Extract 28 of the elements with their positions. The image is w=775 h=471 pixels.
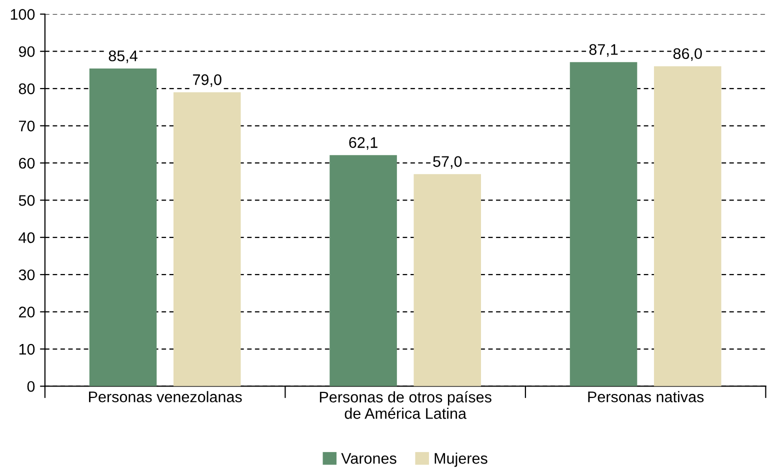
- y-tick-label: 100: [10, 9, 35, 20]
- bar: [570, 62, 638, 386]
- data-label: 57,0: [433, 156, 462, 169]
- y-tick-label: 80: [18, 83, 35, 94]
- bar: [414, 174, 482, 386]
- data-label: 79,0: [193, 74, 222, 87]
- bar: [173, 92, 241, 386]
- y-tick-label: 70: [19, 120, 35, 132]
- data-label: 87,1: [589, 44, 618, 57]
- legend-label: Varones: [341, 453, 396, 464]
- y-tick-label: 90: [18, 46, 35, 58]
- y-tick-label: 50: [18, 195, 35, 206]
- bar: [89, 68, 157, 386]
- y-tick-label: 20: [19, 306, 35, 318]
- y-tick-label: 40: [18, 232, 35, 244]
- y-tick-label: 60: [19, 158, 35, 169]
- bar: [654, 66, 722, 386]
- x-tick-label: Personas venezolanas: [89, 391, 242, 402]
- data-label: 86,0: [673, 48, 702, 61]
- x-tick-label: Personas de otros países de América Latina: [320, 391, 492, 419]
- y-tick-label: 10: [19, 344, 35, 355]
- bar: [330, 155, 397, 386]
- x-tick-label: Personas nativas: [588, 391, 704, 402]
- data-label: 62,1: [349, 137, 378, 150]
- data-label: 85,4: [108, 50, 138, 64]
- y-tick-label: 30: [18, 269, 35, 280]
- legend-label: Mujeres: [434, 452, 488, 467]
- y-tick-label: 0: [27, 381, 35, 392]
